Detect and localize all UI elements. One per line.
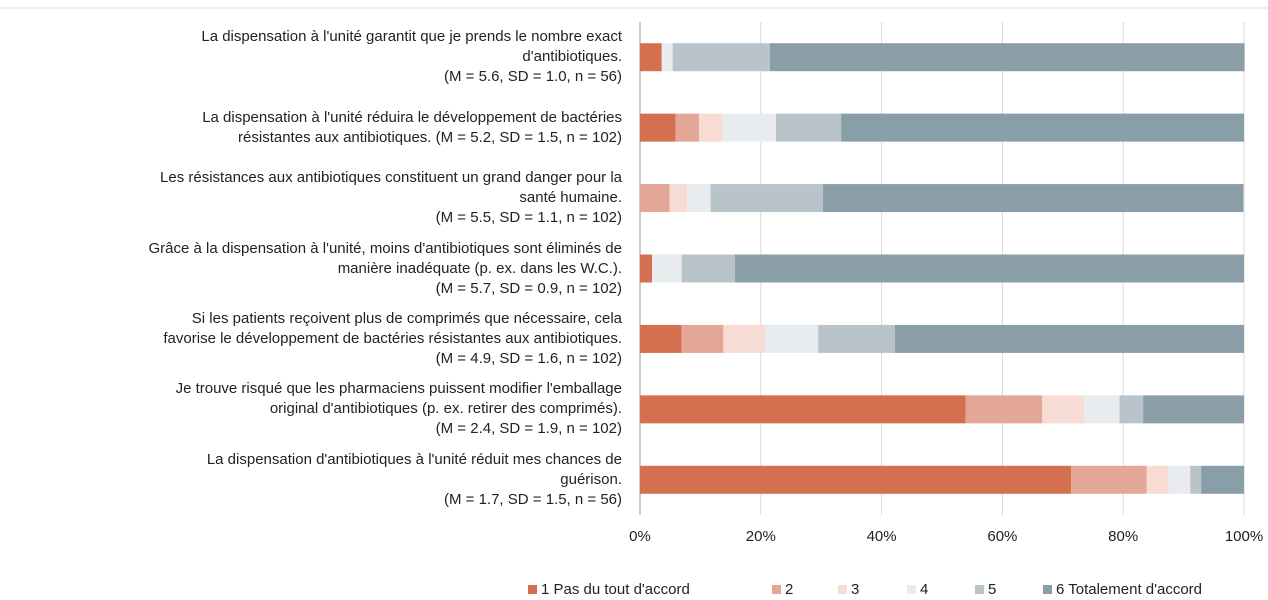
- legend-label: 3: [851, 581, 859, 598]
- category-label: Si les patients reçoivent plus de compri…: [163, 309, 622, 367]
- category-label: La dispensation d'antibiotiques à l'unit…: [206, 450, 622, 508]
- bar-segment: [699, 113, 723, 142]
- bar-segment: [669, 184, 688, 213]
- bar-segment: [681, 324, 724, 353]
- x-tick-label: 40%: [867, 528, 897, 545]
- bar-segment: [640, 184, 670, 213]
- x-tick-label: 0%: [629, 528, 651, 545]
- bar-segment: [1168, 465, 1191, 494]
- bar-segment: [640, 465, 1072, 494]
- bar-segment: [723, 324, 766, 353]
- bar-segment: [640, 113, 676, 142]
- x-tick-label: 20%: [746, 528, 776, 545]
- bar-segment: [1146, 465, 1169, 494]
- bar-segment: [734, 254, 1244, 283]
- bar-segment: [672, 43, 770, 72]
- bar-segment: [710, 184, 824, 213]
- legend-swatch: [528, 585, 537, 594]
- bar-segment: [894, 324, 1244, 353]
- category-label: Grâce à la dispensation à l'unité, moins…: [148, 239, 622, 297]
- bar-segment: [1083, 395, 1120, 424]
- bar-segment: [675, 113, 700, 142]
- legend-label: 4: [920, 581, 928, 598]
- legend-swatch: [975, 585, 984, 594]
- bar-segment: [640, 395, 966, 424]
- category-label: La dispensation à l'unité réduira le dév…: [202, 108, 622, 146]
- bar-segment: [823, 184, 1244, 213]
- bar-segment: [1071, 465, 1147, 494]
- bar-segment: [765, 324, 819, 353]
- legend-swatch: [838, 585, 847, 594]
- x-tick-label: 100%: [1225, 528, 1263, 545]
- legend-swatch: [907, 585, 916, 594]
- bar-segment: [1143, 395, 1244, 424]
- legend-label: 6 Totalement d'accord: [1056, 581, 1202, 598]
- legend-label: 2: [785, 581, 793, 598]
- bar-segment: [722, 113, 776, 142]
- bar-segment: [640, 43, 662, 72]
- legend-swatch: [772, 585, 781, 594]
- bar-segment: [1201, 465, 1244, 494]
- bar-segment: [640, 254, 653, 283]
- x-tick-label: 80%: [1108, 528, 1138, 545]
- category-label: Les résistances aux antibiotiques consti…: [160, 169, 622, 227]
- legend-swatch: [1043, 585, 1052, 594]
- bar-segment: [841, 113, 1244, 142]
- category-label: Je trouve risqué que les pharmaciens pui…: [175, 380, 622, 438]
- category-label: La dispensation à l'unité garantit que j…: [201, 28, 622, 86]
- bar-segment: [965, 395, 1043, 424]
- legend-label: 5: [988, 581, 996, 598]
- bar-segment: [687, 184, 711, 213]
- bar-segment: [640, 324, 682, 353]
- bar-segment: [775, 113, 842, 142]
- bar-segment: [661, 43, 673, 72]
- bar-segment: [681, 254, 735, 283]
- bar-segment: [1042, 395, 1084, 424]
- legend-label: 1 Pas du tout d'accord: [541, 581, 690, 598]
- bar-segment: [652, 254, 682, 283]
- x-tick-label: 60%: [987, 528, 1017, 545]
- bar-segment: [818, 324, 895, 353]
- bar-segment: [1119, 395, 1144, 424]
- bar-segment: [769, 43, 1245, 72]
- bar-segment: [1190, 465, 1202, 494]
